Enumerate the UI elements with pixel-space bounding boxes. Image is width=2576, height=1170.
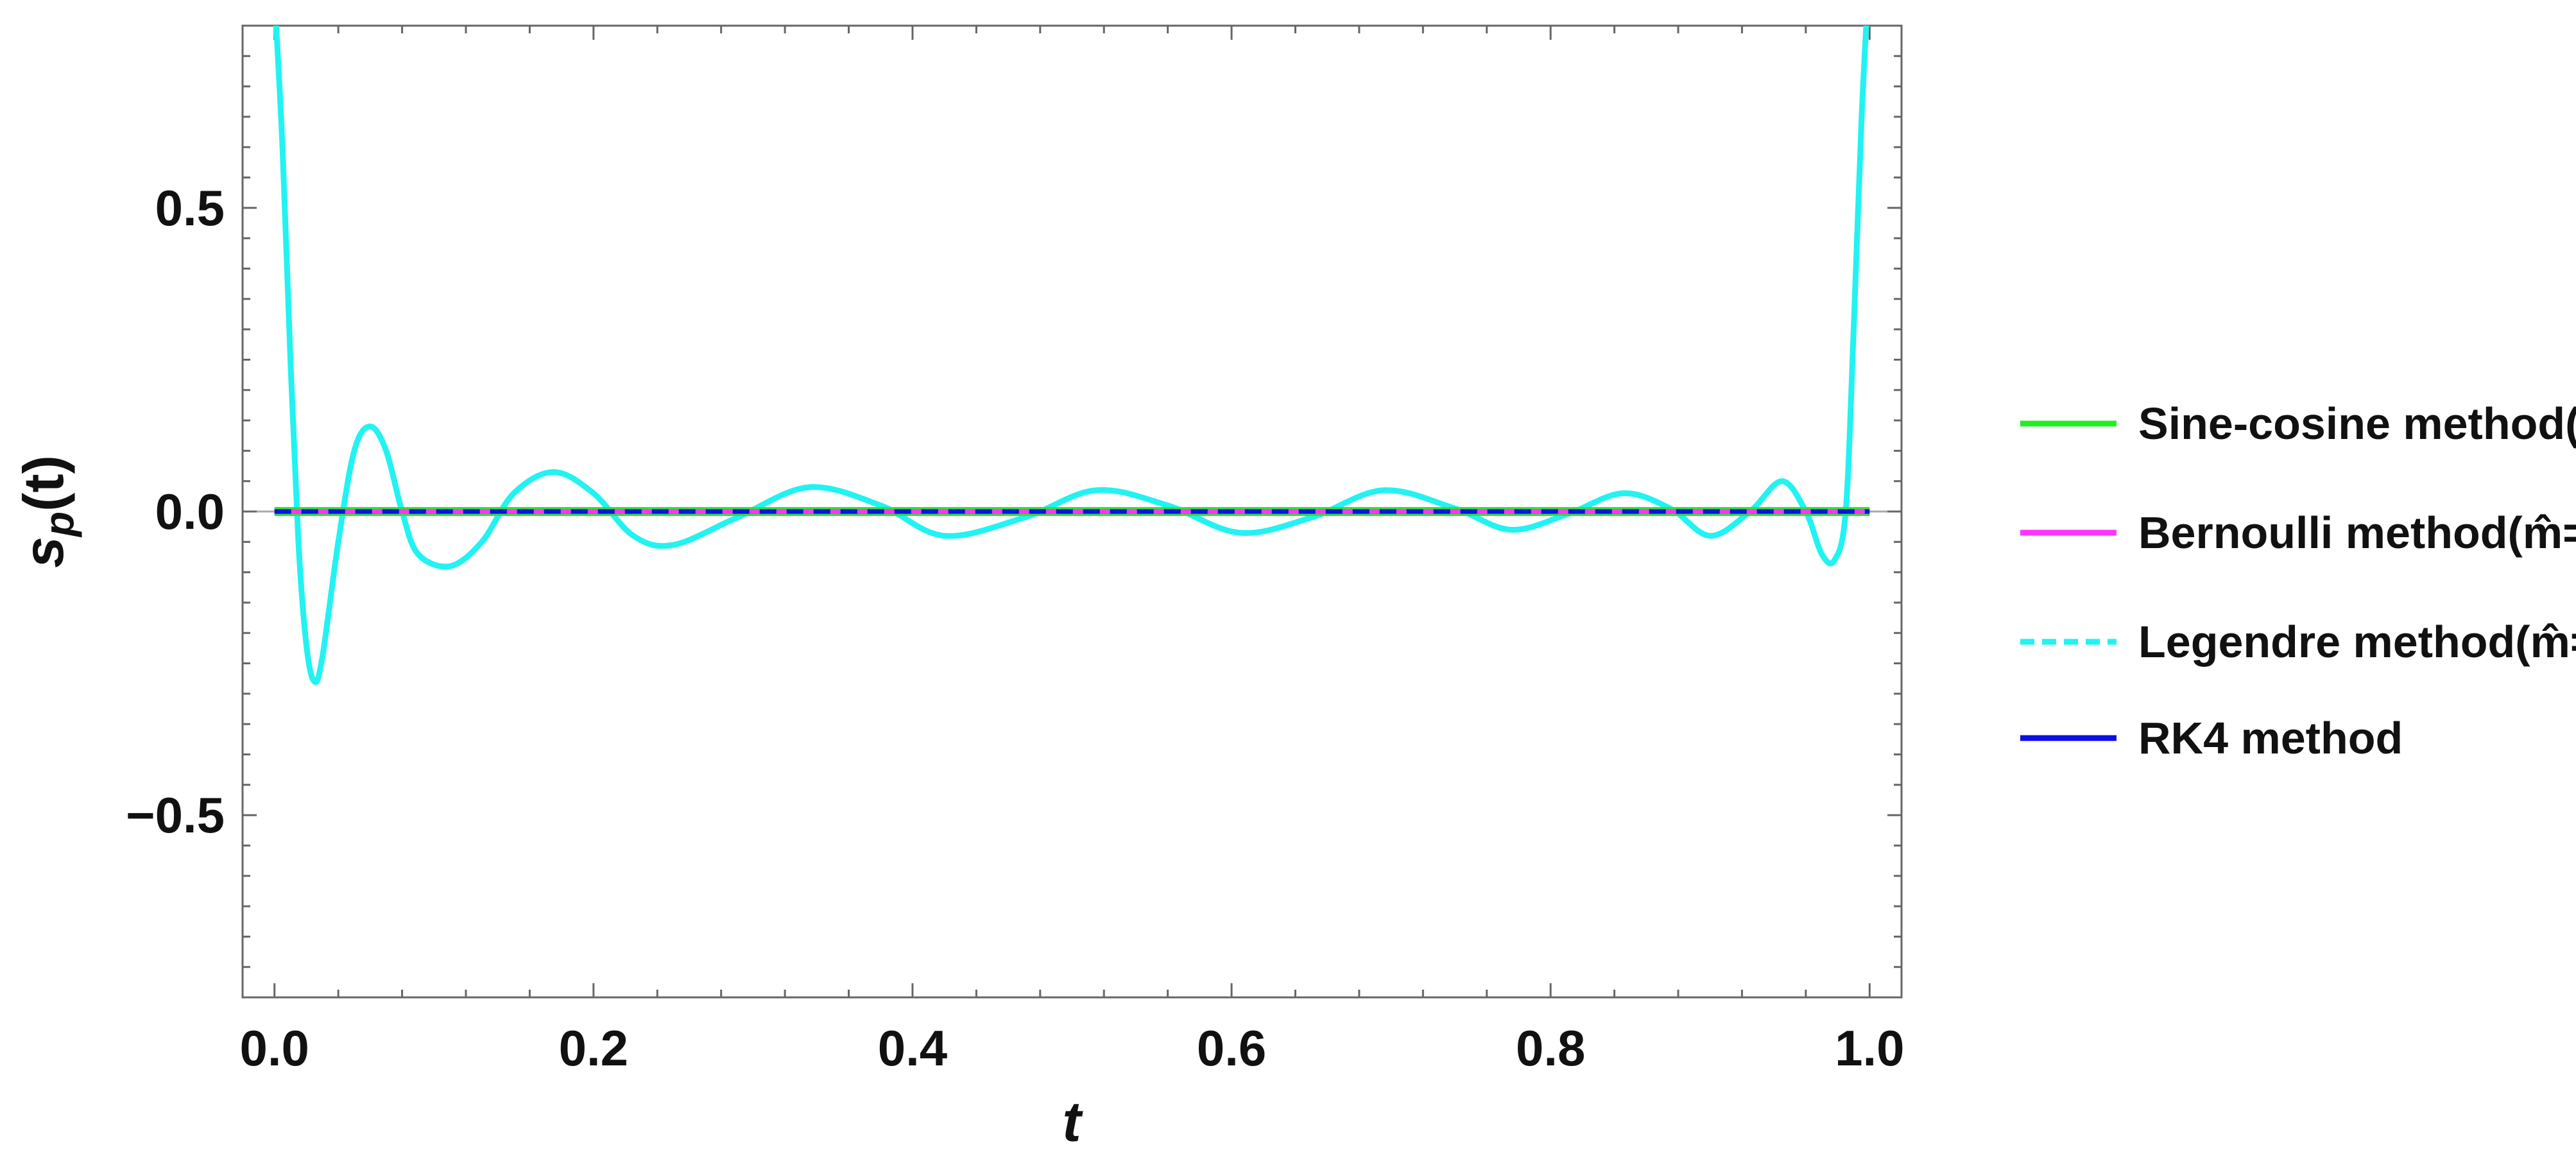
legend-label: Legendre method(m̂=16) (2138, 617, 2576, 667)
y-axis-ticks: −0.5 0.0 0.5 (126, 55, 1902, 968)
series-layer (273, 26, 1870, 685)
x-tick-label: 0.0 (239, 1020, 309, 1076)
legend-label: RK4 method (2138, 713, 2403, 763)
legend-label: Bernoulli method(m̂=16) (2138, 508, 2576, 558)
y-label-tail: (t) (12, 455, 75, 512)
x-tick-label: 0.4 (878, 1020, 947, 1076)
x-tick-label: 0.2 (559, 1020, 628, 1076)
y-label-main: s (12, 537, 75, 568)
series-line (273, 26, 1869, 685)
x-axis-label: t (1062, 1090, 1083, 1153)
x-tick-label: 0.8 (1516, 1020, 1585, 1076)
y-label-sub: p (36, 512, 82, 538)
x-axis-ticks: 0.0 0.2 0.4 0.6 0.8 1.0 (239, 26, 1905, 1076)
svg-text:sp(t): sp(t) (12, 455, 82, 568)
x-tick-label: 1.0 (1835, 1020, 1904, 1076)
y-tick-label: 0.5 (155, 180, 225, 236)
legend: Sine-cosine method(m̂=17) Bernoulli metho… (2020, 399, 2576, 763)
y-tick-label: −0.5 (126, 787, 225, 843)
x-tick-label: 0.6 (1197, 1020, 1266, 1076)
y-tick-label: 0.0 (155, 483, 225, 540)
legend-label: Sine-cosine method(m̂=17) (2138, 399, 2576, 449)
y-axis-label: sp(t) (12, 455, 82, 568)
